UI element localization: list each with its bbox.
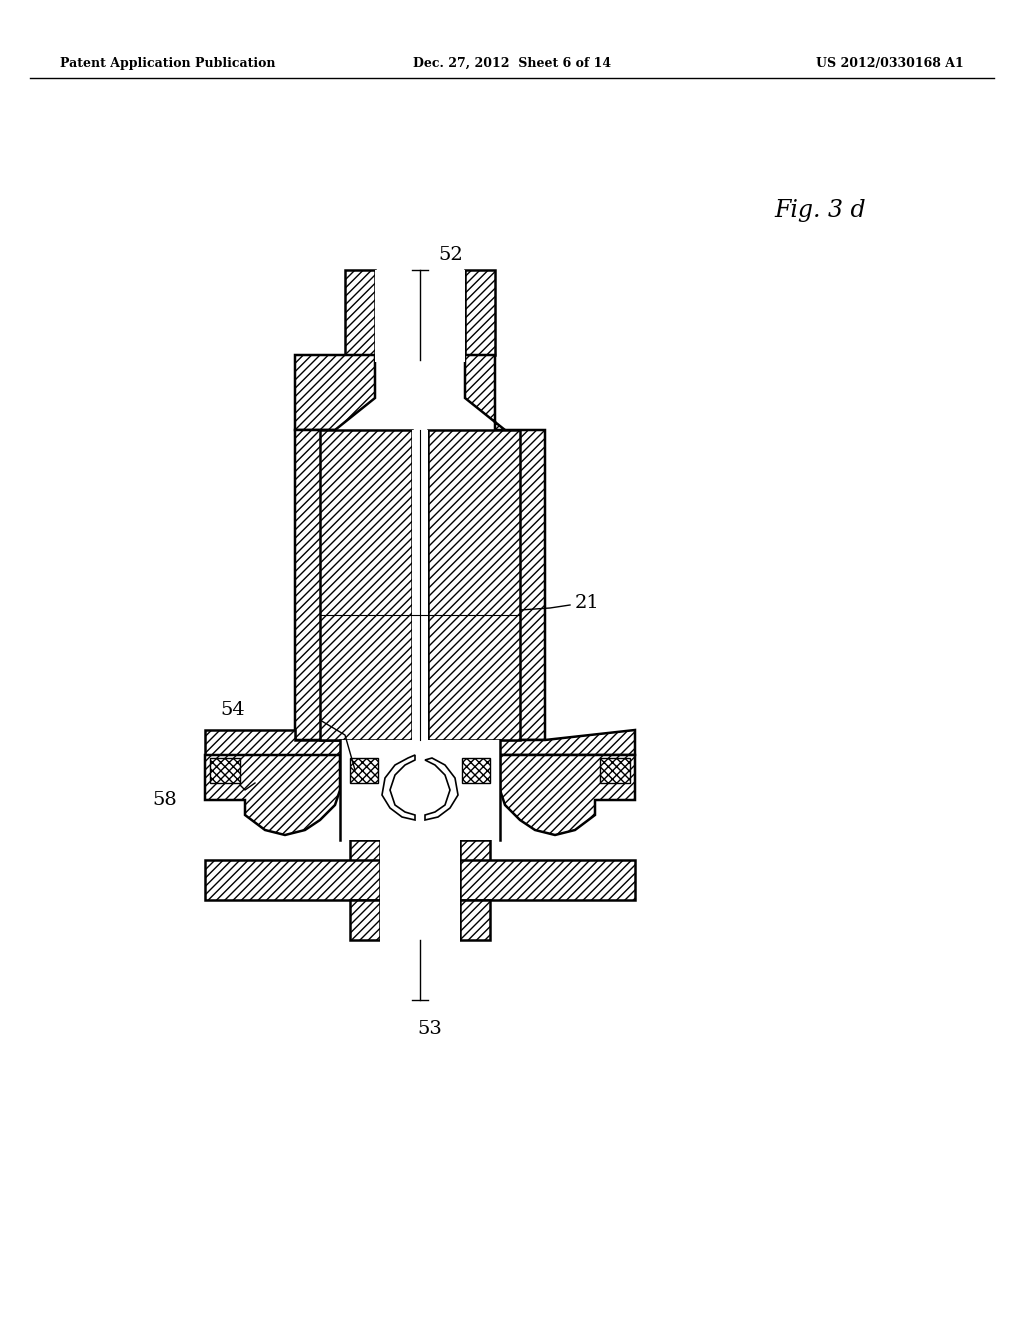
Polygon shape xyxy=(345,271,375,355)
Bar xyxy=(600,758,630,783)
Text: 52: 52 xyxy=(438,246,463,264)
Polygon shape xyxy=(350,840,380,870)
Text: Dec. 27, 2012  Sheet 6 of 14: Dec. 27, 2012 Sheet 6 of 14 xyxy=(413,57,611,70)
Bar xyxy=(340,741,500,840)
Polygon shape xyxy=(425,758,458,820)
Polygon shape xyxy=(460,861,635,900)
Polygon shape xyxy=(465,355,505,430)
Bar xyxy=(210,758,240,783)
Text: 53: 53 xyxy=(418,1020,442,1038)
Polygon shape xyxy=(295,355,375,430)
Polygon shape xyxy=(465,271,495,355)
Text: 54: 54 xyxy=(220,701,245,719)
Polygon shape xyxy=(428,430,520,741)
Text: Fig. 3 d: Fig. 3 d xyxy=(774,198,866,222)
Text: Patent Application Publication: Patent Application Publication xyxy=(60,57,275,70)
Polygon shape xyxy=(205,755,340,836)
Text: 21: 21 xyxy=(575,594,600,612)
Bar xyxy=(380,900,460,954)
Bar xyxy=(380,840,460,940)
Polygon shape xyxy=(350,900,380,940)
Polygon shape xyxy=(490,430,545,741)
Bar xyxy=(375,271,465,362)
Polygon shape xyxy=(319,430,412,741)
Text: 58: 58 xyxy=(152,791,177,809)
Polygon shape xyxy=(295,430,350,741)
Polygon shape xyxy=(205,861,380,900)
Polygon shape xyxy=(490,730,635,755)
Bar xyxy=(462,758,490,783)
Polygon shape xyxy=(500,755,635,836)
Polygon shape xyxy=(460,840,490,870)
Polygon shape xyxy=(460,900,490,940)
Polygon shape xyxy=(205,730,350,755)
Text: US 2012/0330168 A1: US 2012/0330168 A1 xyxy=(816,57,964,70)
Polygon shape xyxy=(382,755,415,820)
Bar xyxy=(412,430,428,741)
Bar xyxy=(350,758,378,783)
